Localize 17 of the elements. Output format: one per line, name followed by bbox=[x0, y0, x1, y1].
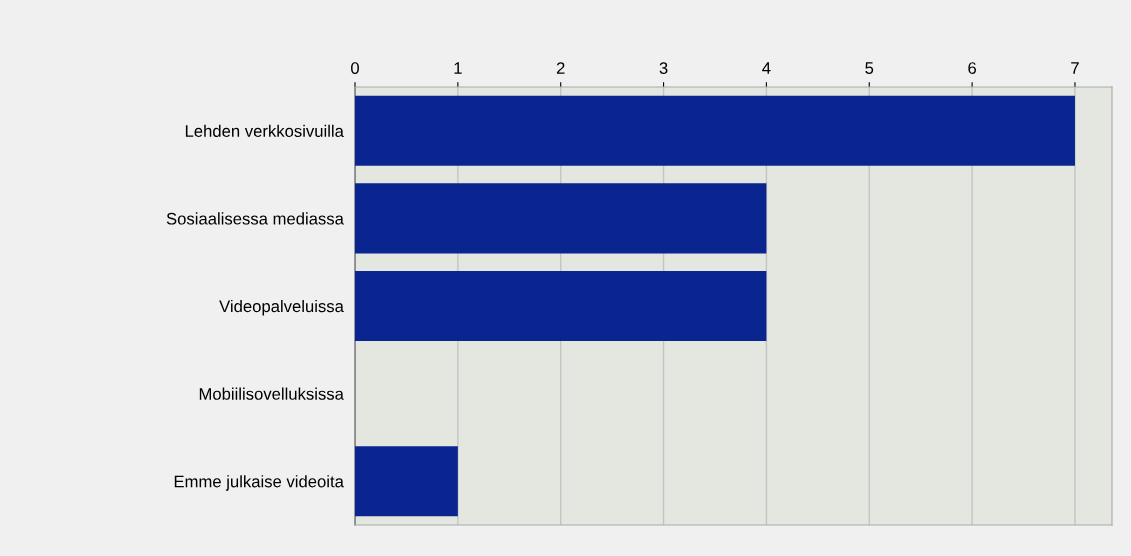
bar bbox=[355, 95, 1075, 166]
y-tick-label: Mobiilisovelluksissa bbox=[199, 387, 344, 400]
bar bbox=[355, 446, 458, 517]
x-tick-label: 0 bbox=[351, 62, 359, 74]
x-tick-label: 6 bbox=[968, 62, 977, 74]
x-tick-label: 1 bbox=[454, 62, 462, 74]
x-tick-label: 7 bbox=[1071, 62, 1079, 74]
x-tick-label: 3 bbox=[659, 62, 668, 74]
bar bbox=[355, 183, 767, 254]
x-tick-label: 4 bbox=[762, 62, 771, 74]
y-tick-label: Emme julkaise videoita bbox=[174, 475, 344, 491]
x-tick-label: 5 bbox=[865, 62, 874, 74]
bar bbox=[355, 270, 767, 342]
x-tick-label: 2 bbox=[556, 62, 565, 74]
y-tick-label: Lehden verkkosivuilla bbox=[185, 124, 344, 137]
y-tick-label: Sosiaalisessa mediassa bbox=[166, 212, 344, 225]
y-tick-label: Videopalveluissa bbox=[219, 299, 344, 316]
